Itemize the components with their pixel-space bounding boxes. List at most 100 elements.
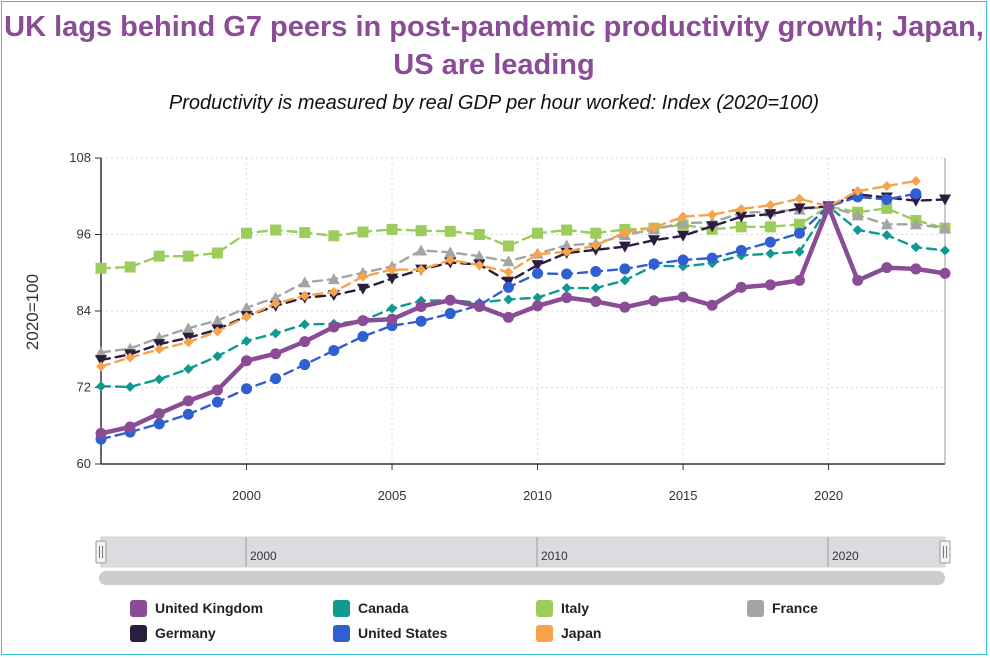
united-kingdom-point[interactable]	[444, 294, 456, 306]
legend-item-united-states[interactable]: United States	[333, 622, 447, 644]
canada-point[interactable]	[561, 283, 572, 294]
canada-point[interactable]	[910, 242, 921, 253]
united-states-point[interactable]	[270, 373, 282, 385]
united-kingdom-point[interactable]	[415, 301, 427, 313]
legend-item-japan[interactable]: Japan	[536, 622, 601, 644]
france-point[interactable]	[415, 244, 428, 256]
united-states-point[interactable]	[502, 281, 514, 293]
italy-point[interactable]	[124, 261, 136, 273]
italy-point[interactable]	[415, 225, 427, 237]
united-kingdom-point[interactable]	[328, 321, 340, 333]
japan-point[interactable]	[154, 344, 165, 355]
united-kingdom-point[interactable]	[648, 295, 660, 307]
france-point[interactable]	[939, 222, 951, 234]
japan-point[interactable]	[503, 267, 514, 278]
italy-point[interactable]	[735, 221, 747, 233]
germany-point[interactable]	[909, 195, 922, 207]
united-states-point[interactable]	[910, 188, 922, 200]
united-kingdom-point[interactable]	[619, 301, 631, 313]
japan-point[interactable]	[881, 181, 892, 192]
japan-point[interactable]	[387, 264, 398, 275]
italy-point[interactable]	[153, 250, 165, 262]
france-point[interactable]	[298, 276, 311, 288]
canada-point[interactable]	[940, 245, 950, 256]
canada-point[interactable]	[154, 374, 165, 385]
united-kingdom-point[interactable]	[211, 384, 223, 396]
france-point[interactable]	[677, 217, 690, 229]
italy-point[interactable]	[881, 202, 893, 214]
united-kingdom-point[interactable]	[910, 263, 922, 275]
japan-point[interactable]	[619, 227, 630, 238]
canada-point[interactable]	[241, 335, 252, 346]
united-states-point[interactable]	[415, 315, 427, 327]
italy-point[interactable]	[270, 224, 282, 236]
germany-point[interactable]	[647, 235, 660, 247]
united-states-point[interactable]	[648, 258, 660, 270]
canada-point[interactable]	[532, 292, 543, 303]
japan-point[interactable]	[212, 326, 223, 337]
united-states-point[interactable]	[299, 359, 311, 371]
united-states-point[interactable]	[764, 236, 776, 248]
france-point[interactable]	[851, 209, 864, 221]
united-states-point[interactable]	[328, 345, 340, 357]
navigator-scrollbar[interactable]	[99, 571, 945, 585]
united-kingdom-point[interactable]	[677, 291, 689, 303]
united-kingdom-point[interactable]	[881, 262, 893, 274]
japan-point[interactable]	[648, 222, 659, 233]
canada-point[interactable]	[125, 381, 136, 392]
japan-point[interactable]	[357, 271, 368, 282]
japan-point[interactable]	[416, 264, 427, 275]
italy-point[interactable]	[793, 218, 805, 230]
united-states-point[interactable]	[444, 308, 456, 320]
united-states-point[interactable]	[619, 263, 631, 275]
canada-point[interactable]	[794, 246, 805, 257]
germany-point[interactable]	[618, 241, 631, 253]
canada-point[interactable]	[212, 351, 223, 362]
united-states-point[interactable]	[182, 408, 194, 420]
united-states-point[interactable]	[241, 383, 253, 395]
united-kingdom-point[interactable]	[182, 395, 194, 407]
germany-point[interactable]	[95, 355, 107, 367]
canada-point[interactable]	[503, 294, 514, 305]
france-point[interactable]	[444, 246, 457, 258]
united-kingdom-point[interactable]	[502, 311, 514, 323]
germany-point[interactable]	[386, 273, 399, 285]
japan-point[interactable]	[474, 260, 485, 271]
germany-point[interactable]	[764, 209, 777, 221]
united-kingdom-point[interactable]	[793, 274, 805, 286]
italy-point[interactable]	[182, 250, 194, 262]
france-point[interactable]	[211, 314, 224, 326]
united-states-point[interactable]	[735, 244, 747, 256]
france-point[interactable]	[95, 346, 107, 358]
japan-point[interactable]	[794, 193, 805, 204]
france-point[interactable]	[473, 250, 486, 262]
japan-point[interactable]	[183, 337, 194, 348]
canada-point[interactable]	[852, 225, 863, 236]
navigator-selected-range[interactable]	[101, 537, 945, 567]
italy-point[interactable]	[328, 230, 340, 242]
united-kingdom-point[interactable]	[473, 301, 485, 313]
italy-point[interactable]	[502, 240, 514, 252]
navigator-right-handle[interactable]	[939, 540, 951, 564]
italy-point[interactable]	[561, 224, 573, 236]
japan-point[interactable]	[765, 200, 776, 211]
united-kingdom-point[interactable]	[532, 300, 544, 312]
united-states-point[interactable]	[211, 396, 223, 408]
germany-point[interactable]	[531, 260, 544, 272]
united-kingdom-point[interactable]	[357, 315, 369, 327]
united-kingdom-point[interactable]	[735, 281, 747, 293]
italy-point[interactable]	[299, 227, 311, 239]
united-states-point[interactable]	[357, 331, 369, 342]
japan-point[interactable]	[590, 240, 601, 251]
germany-point[interactable]	[356, 283, 369, 295]
united-states-point[interactable]	[590, 265, 602, 277]
germany-point[interactable]	[706, 221, 719, 233]
france-point[interactable]	[880, 218, 893, 230]
united-states-point[interactable]	[561, 268, 573, 280]
united-kingdom-point[interactable]	[590, 295, 602, 307]
united-kingdom-point[interactable]	[939, 267, 951, 279]
united-states-point[interactable]	[706, 252, 718, 264]
united-states-point[interactable]	[532, 267, 544, 279]
france-point[interactable]	[502, 255, 515, 267]
france-point[interactable]	[269, 291, 282, 303]
